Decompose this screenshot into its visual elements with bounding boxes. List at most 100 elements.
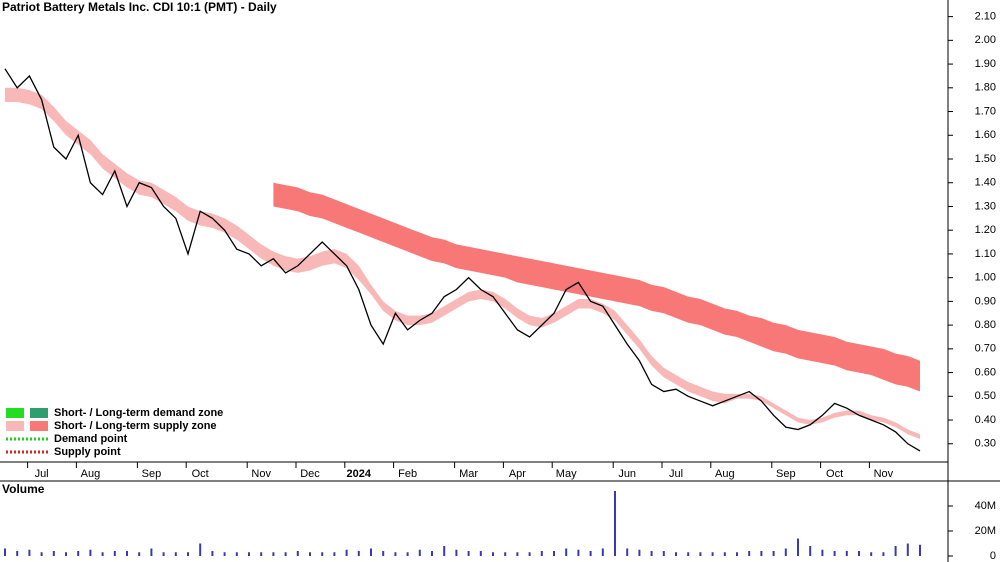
volume-bar <box>296 551 299 556</box>
volume-bar <box>858 551 860 556</box>
legend-label: Demand point <box>54 433 128 445</box>
volume-bar <box>492 552 494 556</box>
y-tick-label: 1.60 <box>975 129 996 141</box>
price-line <box>4 68 921 452</box>
legend-swatch <box>30 421 48 431</box>
volume-bar <box>772 551 775 556</box>
volume-bar <box>126 551 128 556</box>
volume-bar <box>443 546 446 556</box>
x-tick-label: Sep <box>142 468 162 480</box>
volume-bar <box>638 549 641 556</box>
volume-bar <box>809 546 812 556</box>
volume-bar <box>321 552 324 556</box>
volume-title: Volume <box>2 482 45 496</box>
volume-bar <box>357 551 360 556</box>
volume-bar <box>174 552 177 556</box>
volume-bar <box>723 552 726 556</box>
volume-bar <box>394 552 397 556</box>
y-tick-label: 1.40 <box>975 177 996 189</box>
y-tick-label: 20M <box>975 525 996 537</box>
volume-bar <box>675 552 677 556</box>
y-tick-label: 1.70 <box>975 105 996 117</box>
legend-swatch <box>6 408 24 418</box>
x-tick-label: Oct <box>826 468 843 480</box>
volume-bar <box>711 552 714 556</box>
volume-bar <box>662 551 665 556</box>
volume-bar <box>382 551 385 556</box>
y-tick-label: 0.50 <box>975 390 996 402</box>
volume-bar <box>650 551 653 556</box>
volume-bar <box>333 552 336 556</box>
volume-bar <box>223 552 226 556</box>
volume-bar <box>40 552 43 556</box>
volume-bar <box>113 551 116 556</box>
volume-bar <box>272 552 275 556</box>
y-tick-label: 0.90 <box>975 295 996 307</box>
volume-bar <box>52 551 55 556</box>
legend-swatch <box>6 421 24 431</box>
x-tick-label: Nov <box>251 468 271 480</box>
volume-bar <box>248 552 250 556</box>
volume-bar <box>540 551 543 556</box>
x-tick-label: Jul <box>669 468 683 480</box>
chart-title: Patriot Battery Metals Inc. CDI 10:1 (PM… <box>2 0 277 14</box>
x-tick-label: Jul <box>35 468 49 480</box>
x-tick-label: Sep <box>776 468 796 480</box>
x-tick-label: Oct <box>192 468 209 480</box>
volume-bar <box>455 549 458 556</box>
volume-bar <box>284 552 287 556</box>
volume-bar <box>577 549 580 556</box>
volume-bar <box>199 543 202 556</box>
volume-bar <box>504 552 507 556</box>
x-tick-label: Apr <box>509 468 526 480</box>
legend-swatch <box>30 408 48 418</box>
volume-bar <box>150 548 153 556</box>
volume-bar <box>4 548 6 556</box>
zone-band <box>273 182 920 392</box>
volume-bar <box>589 551 592 556</box>
volume-bar <box>601 548 604 556</box>
x-tick-label: Aug <box>81 468 101 480</box>
x-tick-label: Aug <box>715 468 735 480</box>
y-tick-label: 0.30 <box>975 438 996 450</box>
volume-bar <box>309 552 311 556</box>
x-tick-label: Mar <box>459 468 478 480</box>
volume-bar <box>77 551 80 556</box>
volume-bar <box>748 551 751 556</box>
volume-bar <box>260 552 263 556</box>
volume-bar <box>162 552 165 556</box>
volume-bar <box>235 552 238 556</box>
volume-bar <box>626 548 629 556</box>
y-tick-label: 1.30 <box>975 200 996 212</box>
y-tick-label: 1.50 <box>975 153 996 165</box>
volume-bar <box>870 552 873 556</box>
volume-bar <box>516 552 519 556</box>
x-tick-label: May <box>556 468 577 480</box>
y-tick-label: 40M <box>975 500 996 512</box>
volume-bar <box>784 548 787 556</box>
volume-bar <box>89 549 92 556</box>
y-tick-label: 1.90 <box>975 58 996 70</box>
volume-bar <box>187 552 189 556</box>
y-tick-label: 0.60 <box>975 366 996 378</box>
volume-bar <box>418 549 421 556</box>
volume-bar <box>431 551 433 556</box>
volume-bar <box>833 551 836 556</box>
volume-bar <box>467 551 470 556</box>
volume-bar <box>845 551 848 556</box>
legend-label: Short- / Long-term supply zone <box>54 420 217 432</box>
x-tick-label: Feb <box>398 468 417 480</box>
legend-label: Supply point <box>54 446 121 458</box>
y-tick-label: 0.80 <box>975 319 996 331</box>
volume-bar <box>736 552 738 556</box>
volume-bar <box>345 549 348 556</box>
volume-bar <box>101 552 104 556</box>
volume-bar <box>370 548 372 556</box>
volume-bar <box>479 551 482 556</box>
volume-bar <box>906 543 909 556</box>
volume-bar <box>528 552 531 556</box>
volume-bar <box>406 552 409 556</box>
volume-bar <box>138 552 141 556</box>
